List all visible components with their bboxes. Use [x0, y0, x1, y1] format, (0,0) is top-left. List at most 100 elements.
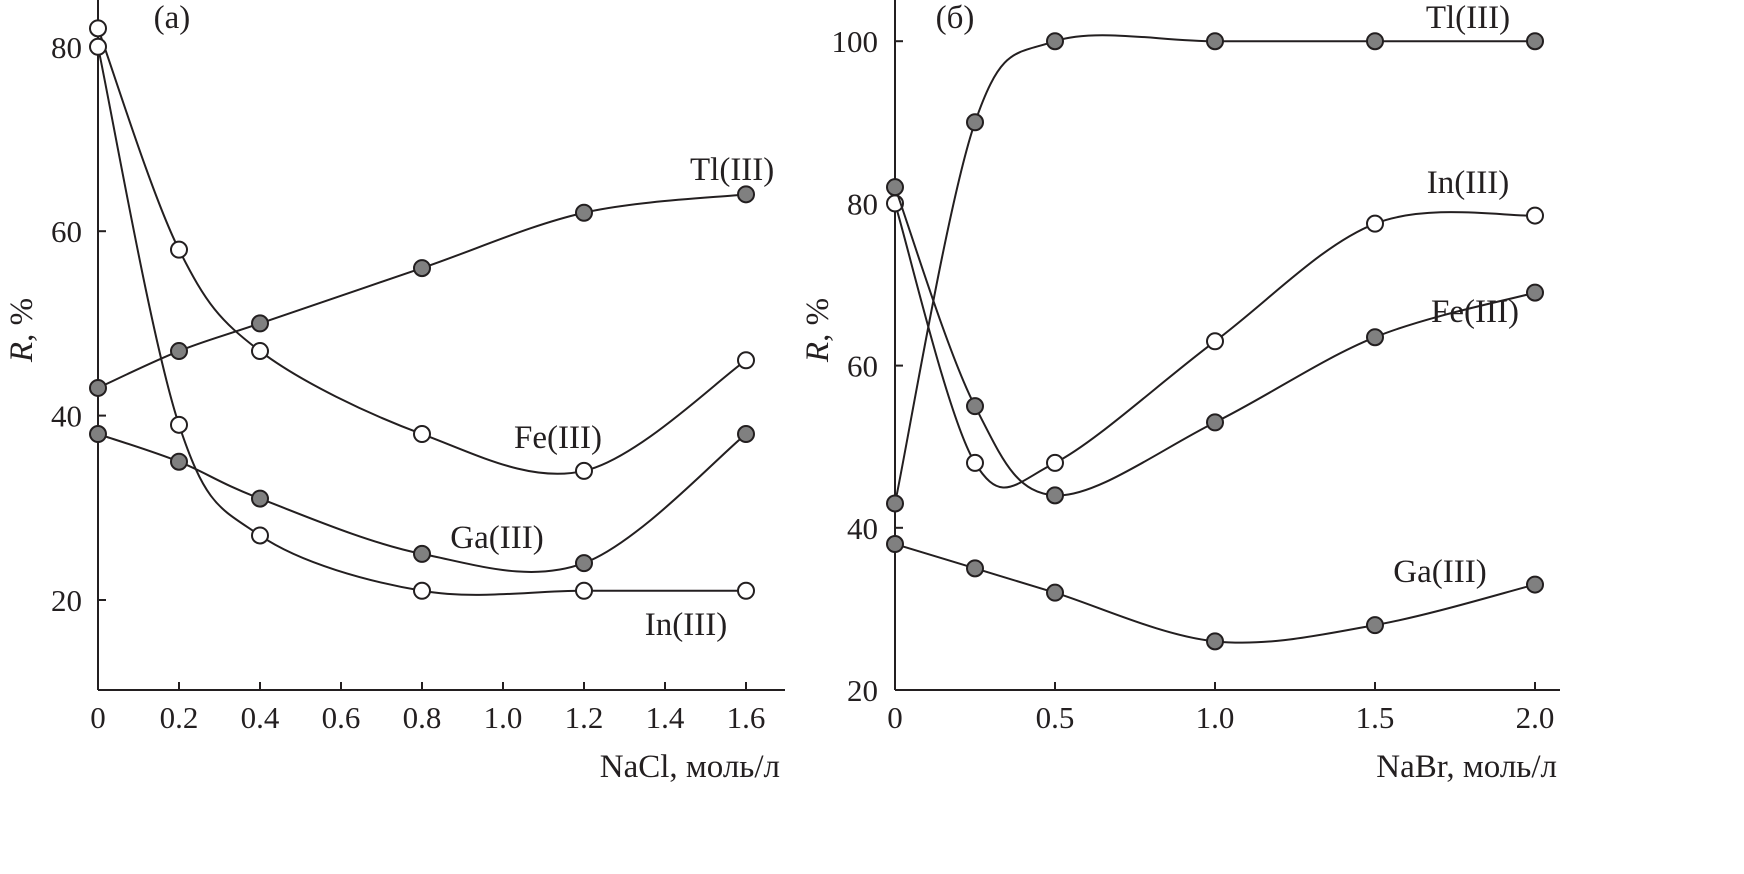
data-point — [575, 581, 593, 600]
data-point — [170, 415, 188, 434]
data-point — [251, 314, 269, 333]
data-point — [737, 185, 755, 204]
series-label: Ga(III) — [1393, 554, 1486, 590]
data-point — [1526, 32, 1544, 51]
data-point — [89, 37, 107, 56]
data-point — [1206, 332, 1224, 351]
data-point — [966, 113, 984, 132]
series-gaiii: Ga(III) — [886, 535, 1544, 651]
data-point — [1366, 214, 1384, 233]
data-point — [1366, 328, 1384, 347]
data-point — [1526, 283, 1544, 302]
data-point — [737, 351, 755, 370]
data-point — [413, 581, 431, 600]
data-point — [737, 581, 755, 600]
x-axis-label: NaBr, моль/л — [1376, 749, 1557, 785]
data-point — [170, 240, 188, 259]
y-axis-label-unit: , % — [800, 298, 836, 342]
series-label: Ga(III) — [450, 520, 543, 556]
data-point — [1046, 486, 1064, 505]
y-tick-label: 80 — [847, 186, 878, 221]
series-tliii: Tl(III) — [886, 0, 1544, 513]
series-line — [894, 186, 1536, 497]
series-tliii: Tl(III) — [89, 152, 774, 397]
x-tick-label: 0 — [90, 700, 106, 735]
y-tick-label: 60 — [847, 349, 878, 384]
y-tick-label: 40 — [847, 511, 878, 546]
series-line — [97, 46, 746, 596]
data-point — [966, 453, 984, 472]
x-tick-label: 0.2 — [160, 700, 199, 735]
y-axis-label-var: R — [4, 342, 40, 363]
y-tick-label: 60 — [51, 214, 82, 249]
x-tick-label: 1.0 — [1196, 700, 1235, 735]
x-tick-label: 1.6 — [727, 700, 766, 735]
x-tick-label: 2.0 — [1516, 700, 1555, 735]
data-point — [170, 342, 188, 361]
data-point — [1526, 575, 1544, 594]
data-point — [966, 397, 984, 416]
x-tick-label: 0.5 — [1036, 700, 1075, 735]
data-point — [89, 378, 107, 397]
data-point — [1206, 413, 1224, 432]
series-label: Fe(III) — [514, 420, 602, 456]
y-axis-label: R, % — [4, 298, 40, 363]
y-tick-label: 20 — [51, 583, 82, 618]
data-point — [1046, 32, 1064, 51]
series-label: Tl(III) — [690, 152, 774, 188]
data-point — [575, 461, 593, 480]
series-label: In(III) — [1427, 165, 1509, 201]
x-axis-label: NaCl, моль/л — [600, 749, 780, 785]
data-point — [575, 554, 593, 573]
data-point — [251, 489, 269, 508]
data-point — [170, 452, 188, 471]
data-point — [886, 535, 904, 554]
y-tick-label: 40 — [51, 399, 82, 434]
series-iniii: In(III) — [886, 165, 1544, 489]
x-tick-label: 1.5 — [1356, 700, 1395, 735]
series-line — [97, 193, 747, 389]
data-point — [251, 526, 269, 545]
series-iniii: In(III) — [89, 37, 755, 643]
series-label: Fe(III) — [1431, 294, 1519, 330]
data-point — [1526, 206, 1544, 225]
data-point — [1046, 583, 1064, 602]
data-point — [1206, 32, 1224, 51]
series-gaiii: Ga(III) — [89, 425, 755, 573]
data-point — [1366, 616, 1384, 635]
data-point — [413, 425, 431, 444]
x-tick-label: 1.4 — [646, 700, 685, 735]
x-tick-label: 0.4 — [241, 700, 280, 735]
data-point — [251, 342, 269, 361]
series-line — [97, 28, 747, 475]
data-point — [89, 19, 107, 38]
x-tick-label: 0.8 — [403, 700, 442, 735]
y-axis-label: R, % — [800, 298, 836, 363]
data-point — [886, 494, 904, 513]
y-tick-label: 100 — [832, 24, 879, 59]
series-label: Tl(III) — [1426, 0, 1510, 36]
series-feiii: Fe(III) — [89, 19, 755, 480]
panel-1: 0 0.2 0.4 0.6 0.8 1.0 1.2 1.4 1.6 20 40 60 80 (a) NaCl… — [4, 0, 785, 785]
y-axis-label-var: R — [800, 342, 836, 363]
data-point — [886, 178, 904, 197]
y-tick-label: 80 — [51, 30, 82, 65]
series-label: In(III) — [645, 607, 727, 643]
series-line — [894, 34, 1535, 504]
data-point — [1206, 632, 1224, 651]
data-point — [1366, 32, 1384, 51]
data-point — [966, 559, 984, 578]
x-tick-label: 1.0 — [484, 700, 523, 735]
panel-2: 0 0.5 1.0 1.5 2.0 20 40 60 80 100 (б) NaBr, моль/л R… — [800, 0, 1560, 785]
data-point — [1046, 453, 1064, 472]
x-tick-label: 0.6 — [322, 700, 361, 735]
x-tick-label: 1.2 — [565, 700, 604, 735]
y-axis-label-unit: , % — [4, 298, 40, 342]
panel-label: (б) — [936, 0, 975, 36]
data-point — [575, 203, 593, 222]
series-feiii: Fe(III) — [886, 178, 1544, 505]
data-point — [413, 544, 431, 563]
panel-label: (a) — [154, 0, 191, 36]
x-tick-label: 0 — [887, 700, 903, 735]
